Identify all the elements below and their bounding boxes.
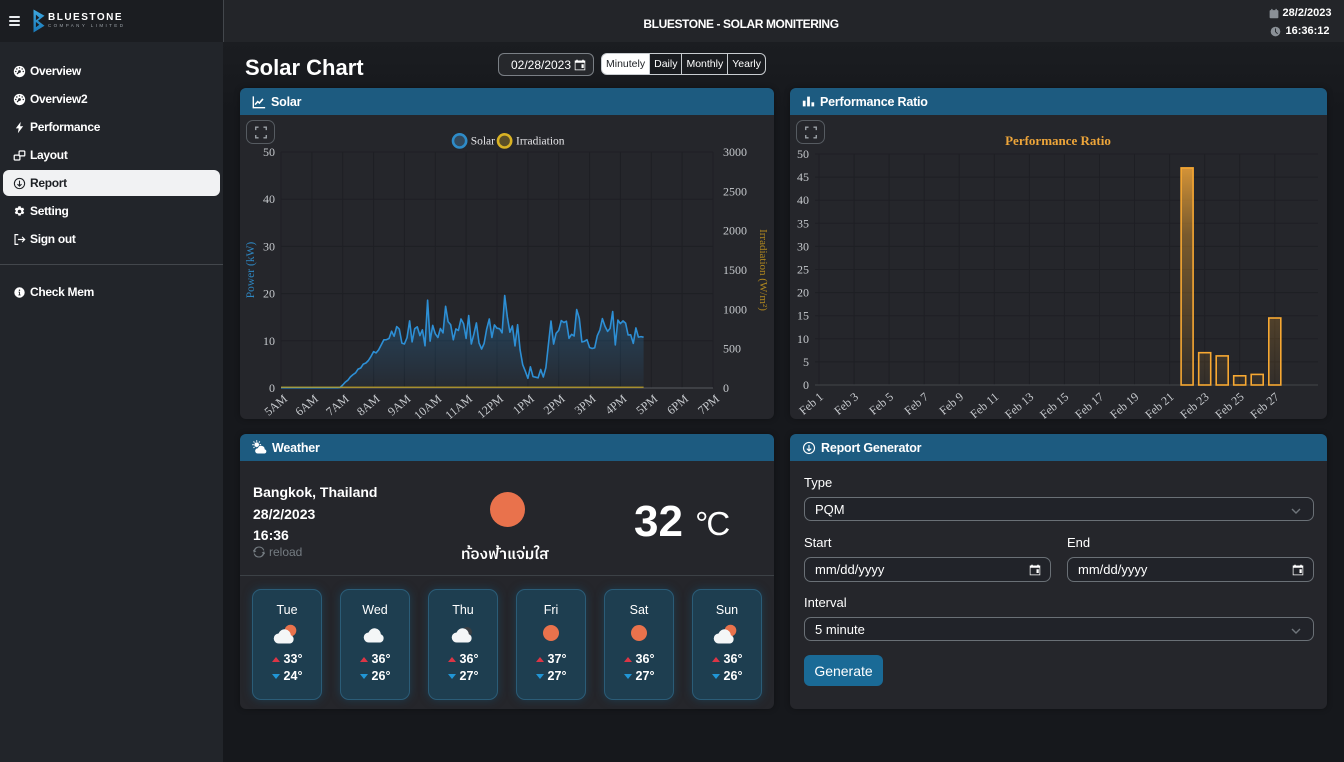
svg-text:15: 15 [797, 309, 809, 323]
svg-text:10: 10 [797, 332, 809, 346]
svg-text:35: 35 [797, 216, 809, 230]
svg-text:Feb 15: Feb 15 [1037, 390, 1071, 419]
svg-text:0: 0 [803, 378, 809, 392]
svg-text:Feb 7: Feb 7 [901, 390, 931, 418]
svg-text:Feb 11: Feb 11 [967, 390, 1001, 419]
svg-text:7AM: 7AM [323, 391, 352, 418]
svg-text:5AM: 5AM [262, 391, 291, 418]
svg-text:8AM: 8AM [354, 391, 383, 418]
svg-text:Power (kW): Power (kW) [245, 242, 257, 299]
svg-text:9AM: 9AM [385, 391, 414, 418]
svg-text:50: 50 [797, 147, 809, 161]
svg-text:Feb 21: Feb 21 [1142, 390, 1176, 419]
svg-text:6PM: 6PM [664, 391, 691, 417]
svg-text:0: 0 [269, 381, 275, 395]
svg-text:5: 5 [803, 355, 809, 369]
svg-text:20: 20 [263, 287, 275, 301]
svg-text:10: 10 [263, 334, 275, 348]
svg-text:2000: 2000 [723, 224, 747, 238]
svg-text:500: 500 [723, 342, 741, 356]
svg-text:5PM: 5PM [633, 391, 660, 417]
svg-text:4PM: 4PM [602, 391, 629, 417]
svg-text:6AM: 6AM [292, 391, 321, 418]
svg-text:Irradiation: Irradiation [516, 136, 565, 148]
svg-text:12PM: 12PM [474, 391, 506, 419]
svg-text:7PM: 7PM [695, 391, 722, 417]
svg-text:Feb 19: Feb 19 [1107, 390, 1141, 419]
svg-text:Feb 3: Feb 3 [831, 390, 861, 418]
svg-text:40: 40 [263, 192, 275, 206]
svg-text:25: 25 [797, 263, 809, 277]
svg-text:0: 0 [723, 381, 729, 395]
svg-text:Feb 27: Feb 27 [1247, 390, 1281, 419]
svg-text:1PM: 1PM [510, 391, 537, 417]
svg-text:11AM: 11AM [442, 391, 475, 419]
svg-text:Feb 25: Feb 25 [1212, 390, 1246, 419]
svg-text:50: 50 [263, 145, 275, 159]
svg-text:2PM: 2PM [541, 391, 568, 417]
svg-text:1500: 1500 [723, 263, 747, 277]
svg-text:Feb 23: Feb 23 [1177, 390, 1211, 419]
svg-text:45: 45 [797, 170, 809, 184]
svg-text:Feb 13: Feb 13 [1002, 390, 1036, 419]
svg-text:Feb 9: Feb 9 [936, 390, 966, 418]
svg-text:Performance Ratio: Performance Ratio [1005, 133, 1111, 148]
svg-text:Feb 17: Feb 17 [1072, 390, 1106, 419]
svg-text:Irradiation (W/m²): Irradiation (W/m²) [757, 229, 769, 311]
svg-text:30: 30 [797, 239, 809, 253]
svg-text:Feb 1: Feb 1 [796, 390, 826, 418]
svg-text:Feb 5: Feb 5 [866, 390, 896, 418]
svg-text:40: 40 [797, 193, 809, 207]
svg-text:10AM: 10AM [411, 391, 444, 419]
svg-text:1000: 1000 [723, 302, 747, 316]
svg-text:Solar: Solar [471, 136, 495, 148]
svg-text:3000: 3000 [723, 145, 747, 159]
svg-text:20: 20 [797, 286, 809, 300]
svg-text:3PM: 3PM [572, 391, 599, 417]
svg-text:30: 30 [263, 239, 275, 253]
svg-text:2500: 2500 [723, 184, 747, 198]
